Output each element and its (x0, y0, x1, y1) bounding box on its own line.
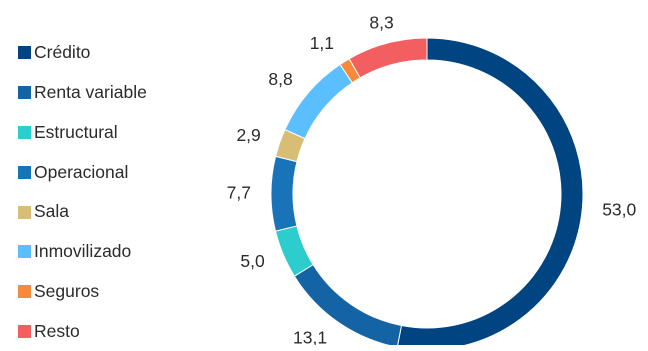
legend-label: Operacional (34, 161, 129, 182)
legend-swatch (18, 86, 31, 100)
legend-swatch (18, 205, 31, 219)
data-label: 53,0 (602, 199, 636, 219)
legend-item: Resto (18, 312, 147, 351)
data-label: 2,9 (236, 125, 260, 145)
legend-item: Operacional (18, 152, 147, 192)
legend-swatch (18, 125, 31, 139)
legend-swatch (18, 165, 31, 179)
legend-label: Estructural (34, 121, 118, 142)
chart-legend: Crédito Renta variable Estructural Operacio… (18, 33, 147, 351)
donut-slice (397, 37, 584, 345)
legend-label: Seguros (34, 280, 100, 301)
donut-slice (348, 37, 428, 79)
legend-label: Renta variable (34, 81, 147, 102)
legend-item: Renta variable (18, 73, 147, 113)
data-label: 1,1 (310, 33, 334, 53)
data-label: 5,0 (240, 251, 265, 271)
legend-swatch (18, 46, 31, 60)
legend-item: Inmovilizado (18, 232, 147, 272)
legend-swatch (18, 324, 31, 338)
data-label: 7,7 (227, 182, 251, 202)
data-label: 13,1 (293, 328, 327, 345)
donut-slice (284, 63, 354, 140)
legend-swatch (18, 285, 31, 299)
legend-item: Seguros (18, 272, 147, 312)
data-label: 8,8 (268, 69, 292, 89)
legend-item: Sala (18, 192, 147, 232)
donut-slice (270, 155, 298, 232)
legend-label: Resto (34, 320, 80, 341)
legend-label: Sala (34, 201, 70, 222)
data-label: 8,3 (369, 13, 393, 33)
donut-slice (274, 225, 314, 277)
legend-label: Crédito (34, 42, 91, 63)
legend-swatch (18, 245, 31, 259)
legend-label: Inmovilizado (34, 241, 132, 262)
legend-item: Estructural (18, 113, 147, 153)
legend-item: Crédito (18, 33, 147, 73)
